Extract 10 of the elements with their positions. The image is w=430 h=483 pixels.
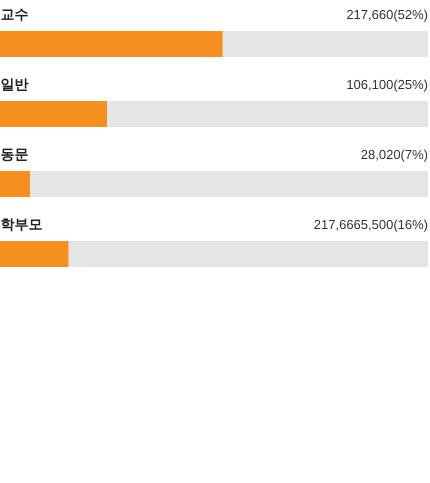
data-label: 106,100(25%) [346, 77, 428, 92]
y-tick-label: 일반 [0, 76, 28, 92]
y-tick-label: 교수 [0, 6, 28, 22]
bar [0, 171, 30, 197]
data-label: 28,020(7%) [360, 147, 428, 162]
bar [0, 241, 68, 267]
y-tick-label: 동문 [0, 146, 28, 162]
data-label: 217,6665,500(16%) [314, 217, 428, 232]
y-tick-label: 학부모 [0, 216, 42, 232]
data-label: 217,660(52%) [346, 7, 428, 22]
